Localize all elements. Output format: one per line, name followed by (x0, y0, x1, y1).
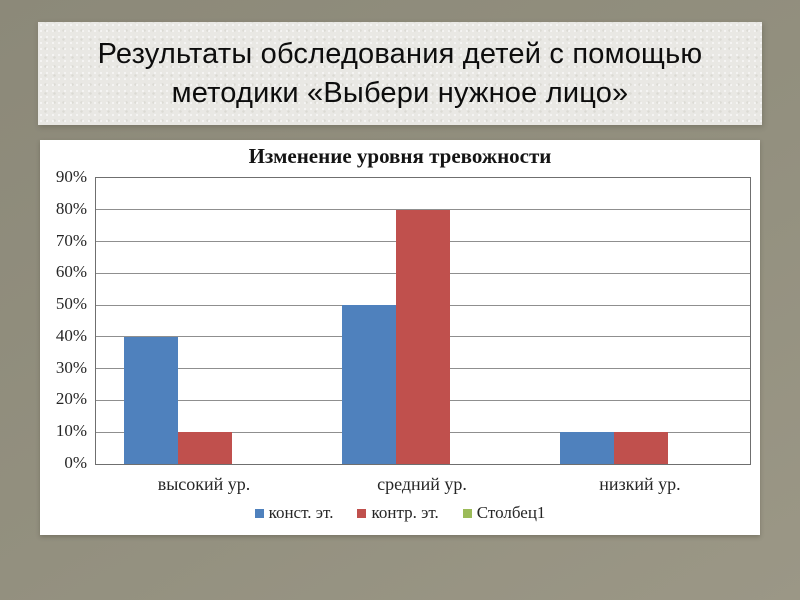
y-axis-tick-label: 30% (55, 357, 87, 377)
legend-label: контр. эт. (371, 503, 439, 522)
y-axis-tick-label: 70% (55, 230, 87, 250)
legend-item: конст. эт. (254, 503, 334, 523)
y-axis-tick-label: 50% (55, 294, 87, 314)
bar-контр-эт- (178, 432, 232, 464)
bar-контр-эт- (614, 432, 668, 464)
legend-swatch-icon (357, 508, 367, 518)
x-axis-category-label: низкий ур. (599, 474, 681, 494)
bar-контр-эт- (396, 209, 450, 464)
slide-title-box: Результаты обследования детей с помощью … (38, 22, 762, 125)
chart-legend: конст. эт. контр. эт. Столбец1 (40, 503, 760, 523)
y-axis-tick-label: 60% (55, 262, 87, 282)
y-axis-tick-label: 80% (55, 198, 87, 218)
y-axis-tick-label: 40% (55, 325, 87, 345)
y-axis-tick-label: 90% (55, 167, 87, 186)
legend-swatch-icon (462, 508, 472, 518)
bar-конст-эт- (124, 336, 178, 464)
x-axis-category-label: высокий ур. (157, 474, 251, 494)
x-axis-category-label: средний ур. (377, 474, 467, 494)
legend-swatch-icon (254, 508, 264, 518)
plot-area (95, 177, 751, 465)
bar-конст-эт- (342, 305, 396, 464)
slide-title: Результаты обследования детей с помощью … (97, 38, 703, 109)
y-axis-tick-label: 0% (64, 453, 87, 472)
chart-title: Изменение уровня тревожности (248, 144, 552, 168)
legend-label: конст. эт. (268, 503, 334, 522)
bar-конст-эт- (560, 432, 614, 464)
y-axis-tick-label: 20% (55, 389, 87, 409)
legend-label: Столбец1 (476, 503, 546, 522)
legend-item: Столбец1 (462, 503, 546, 523)
y-axis-tick-label: 10% (55, 421, 87, 441)
chart-panel: Изменение уровня тревожности конст. эт. к… (40, 140, 760, 535)
legend-item: контр. эт. (357, 503, 439, 523)
